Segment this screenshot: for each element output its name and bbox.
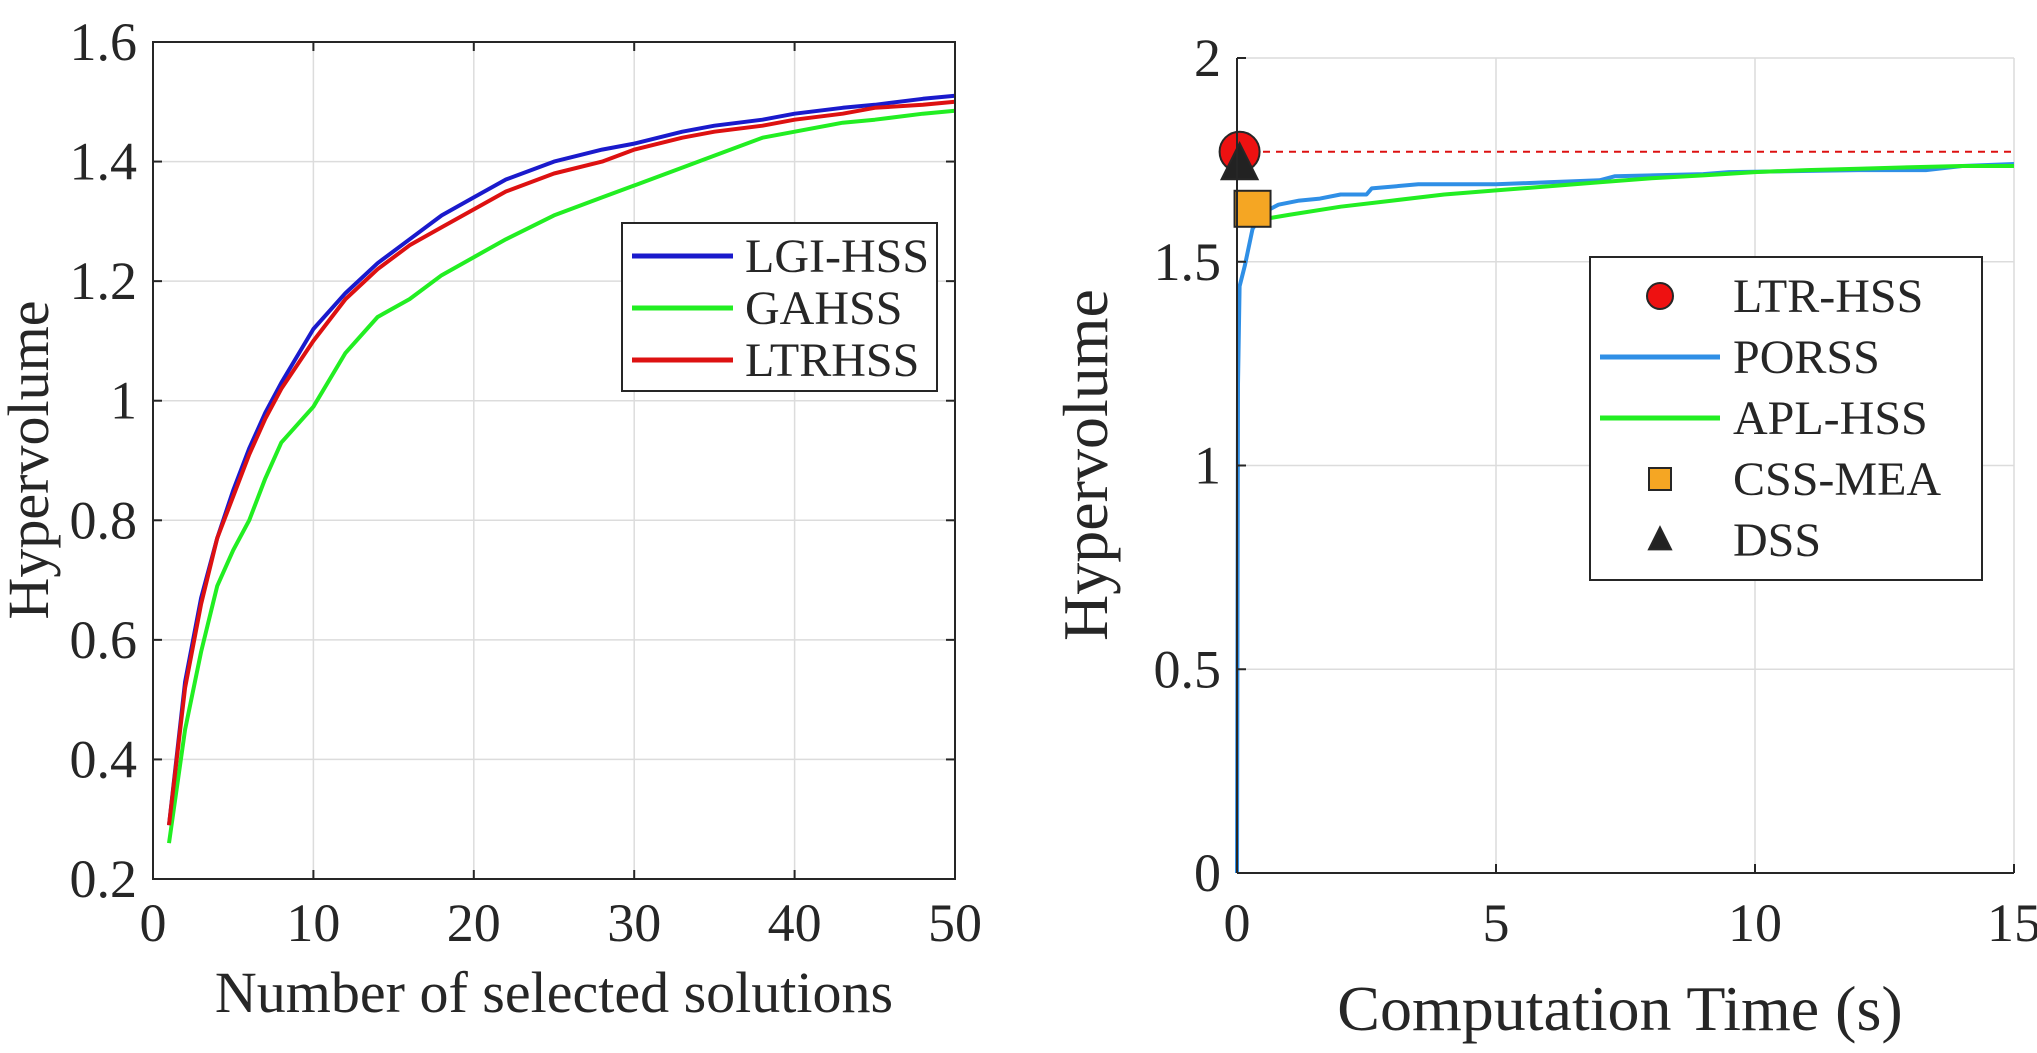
left-y-tick-label: 0.4 [70,729,138,789]
left-y-tick-label: 1.6 [70,12,138,72]
left-y-axis-label: Hypervolume [0,301,61,620]
legend-marker-dss [1647,525,1673,551]
legend-label-ltrhss: LTRHSS [745,334,919,387]
left-grid [153,42,955,879]
marker-css-mea [1233,189,1272,228]
right-y-tick-label: 0 [1194,843,1221,903]
right-x-ticks: 0 5 10 15 [1224,864,2037,953]
right-legend: LTR-HSS PORSS APL-HSS CSS-MEA DSS [1589,256,1983,581]
right-y-tick-label: 1 [1194,436,1221,496]
left-series-group [167,93,956,844]
right-marker-group [1218,130,1272,228]
legend-marker-ltr-hss [1646,282,1674,310]
right-chart: 0 5 10 15 0 0.5 1 1.5 2 Computation Time (s) Hy… [1050,28,2037,1044]
left-x-tick-label: 40 [768,893,822,953]
left-y-tick-label: 1.4 [70,132,138,192]
right-x-tick-label: 15 [1987,893,2037,953]
left-x-ticks: 0 10 20 30 40 50 [140,42,982,953]
right-y-axis-label: Hypervolume [1050,289,1121,641]
series-line-gahss [167,108,956,844]
right-y-tick-label: 2 [1194,28,1221,88]
left-y-tick-label: 0.8 [70,490,138,550]
legend-label-ltr-hss: LTR-HSS [1733,270,1923,323]
marker-dss [1219,141,1260,181]
left-x-axis-label: Number of selected solutions [215,960,893,1025]
legend-label-apl-hss: APL-HSS [1733,392,1928,445]
left-y-tick-label: 0.6 [70,610,138,670]
right-y-ticks: 0 0.5 1 1.5 2 [1154,28,1246,903]
left-plot-area [153,42,955,879]
right-x-tick-label: 10 [1728,893,1782,953]
left-axes-box [152,41,956,880]
left-x-tick-label: 30 [607,893,661,953]
series-line-lgi-hss [167,93,956,826]
series-line-ltrhss [167,99,956,826]
right-y-tick-label: 0.5 [1154,639,1222,699]
left-x-tick-label: 20 [447,893,501,953]
legend-label-porss: PORSS [1733,331,1880,384]
legend-marker-ltr-hss [1646,282,1674,310]
series-line-apl-hss [1252,164,2014,223]
legend-label-css-mea: CSS-MEA [1733,453,1941,506]
left-y-ticks: 0.2 0.4 0.6 0.8 1 1.2 1.4 1.6 [70,12,955,909]
legend-label-gahss: GAHSS [745,282,902,335]
right-series-group [1235,162,2015,874]
legend-label-lgi-hss: LGI-HSS [745,230,929,283]
left-y-tick-label: 0.2 [70,849,138,909]
legend-marker-css-mea [1648,467,1672,491]
right-x-tick-label: 5 [1483,893,1510,953]
left-y-tick-label: 1.2 [70,251,138,311]
left-x-tick-label: 10 [286,893,340,953]
legend-marker-css-mea [1648,467,1672,491]
left-legend: LGI-HSS GAHSS LTRHSS [621,222,938,392]
legend-label-dss: DSS [1733,514,1821,567]
legend-marker-dss [1647,525,1673,551]
right-x-tick-label: 0 [1224,893,1251,953]
left-x-tick-label: 50 [928,893,982,953]
right-y-tick-label: 1.5 [1154,232,1222,292]
left-y-tick-label: 1 [110,371,137,431]
right-x-axis-label: Computation Time (s) [1337,973,1902,1044]
left-x-tick-label: 0 [140,893,167,953]
left-chart: 0 10 20 30 40 50 0.2 0.4 0.6 0.8 1 1.2 1.4 1.6 Numbe… [0,12,982,1025]
